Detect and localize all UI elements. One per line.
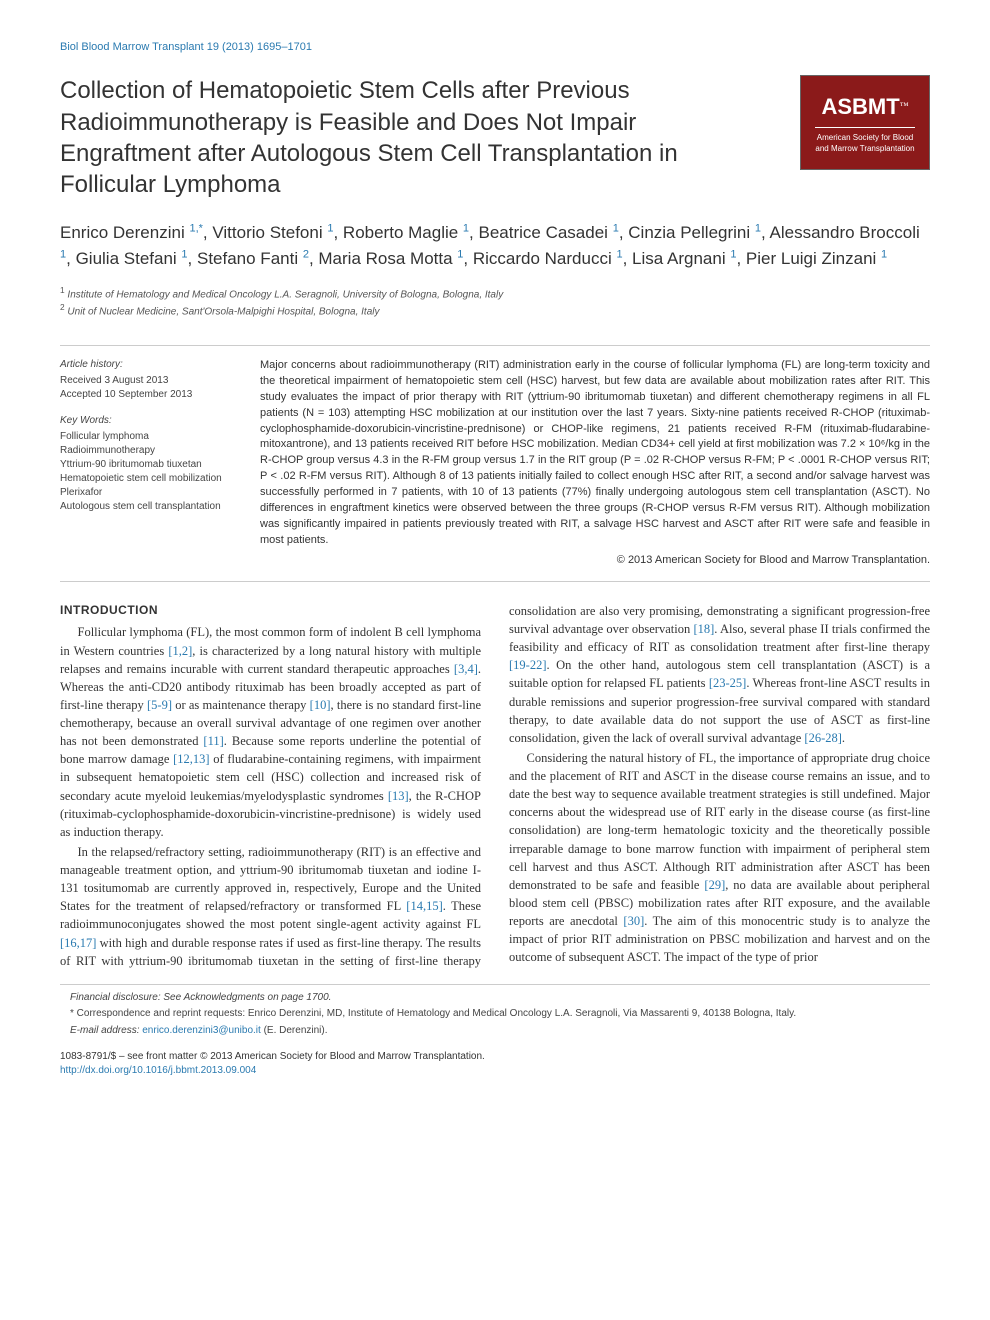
affiliation-2: 2 Unit of Nuclear Medicine, Sant'Orsola-…: [60, 302, 930, 319]
body-columns: INTRODUCTION Follicular lymphoma (FL), t…: [60, 602, 930, 1040]
logo-subtext-1: American Society for Blood: [817, 132, 914, 143]
intro-heading: INTRODUCTION: [60, 602, 481, 619]
financial-disclosure: Financial disclosure: See Acknowledgment…: [60, 991, 930, 1006]
affiliations: 1 Institute of Hematology and Medical On…: [60, 285, 930, 320]
article-title: Collection of Hematopoietic Stem Cells a…: [60, 75, 750, 200]
email-line: E-mail address: enrico.derenzini3@unibo.…: [60, 1024, 930, 1039]
keyword-item: Autologous stem cell transplantation: [60, 500, 240, 514]
keyword-item: Plerixafor: [60, 486, 240, 500]
logo-main-text: ASBMT™: [821, 92, 908, 123]
accepted-date: Accepted 10 September 2013: [60, 388, 240, 402]
abstract-copyright: © 2013 American Society for Blood and Ma…: [260, 553, 930, 569]
front-matter: 1083-8791/$ – see front matter © 2013 Am…: [60, 1050, 930, 1064]
author-list: Enrico Derenzini 1,*, Vittorio Stefoni 1…: [60, 220, 930, 271]
email-link[interactable]: enrico.derenzini3@unibo.it: [142, 1025, 261, 1036]
intro-para-1: Follicular lymphoma (FL), the most commo…: [60, 623, 481, 841]
journal-header: Biol Blood Marrow Transplant 19 (2013) 1…: [60, 40, 930, 55]
keywords-block: Key Words: Follicular lymphoma Radioimmu…: [60, 414, 240, 514]
doi-link[interactable]: http://dx.doi.org/10.1016/j.bbmt.2013.09…: [60, 1064, 930, 1078]
title-block: Collection of Hematopoietic Stem Cells a…: [60, 75, 930, 200]
keyword-item: Follicular lymphoma: [60, 430, 240, 444]
abstract: Major concerns about radioimmunotherapy …: [260, 358, 930, 569]
logo-subtext-2: and Marrow Transplantation: [815, 143, 914, 154]
logo-acronym: ASBMT: [821, 94, 899, 119]
keyword-item: Radioimmunotherapy: [60, 444, 240, 458]
footnotes: Financial disclosure: See Acknowledgment…: [60, 984, 930, 1041]
article-history-block: Article history: Received 3 August 2013 …: [60, 358, 240, 402]
keyword-item: Hematopoietic stem cell mobilization: [60, 472, 240, 486]
logo-tm: ™: [900, 100, 909, 110]
intro-para-3: Considering the natural history of FL, t…: [509, 749, 930, 967]
abstract-text: Major concerns about radioimmunotherapy …: [260, 359, 930, 546]
keyword-item: Yttrium-90 ibritumomab tiuxetan: [60, 458, 240, 472]
asbmt-logo: ASBMT™ American Society for Blood and Ma…: [800, 75, 930, 170]
article-history-heading: Article history:: [60, 358, 240, 372]
received-date: Received 3 August 2013: [60, 374, 240, 388]
footer: 1083-8791/$ – see front matter © 2013 Am…: [60, 1050, 930, 1078]
keywords-heading: Key Words:: [60, 414, 240, 428]
meta-abstract-row: Article history: Received 3 August 2013 …: [60, 345, 930, 582]
meta-sidebar: Article history: Received 3 August 2013 …: [60, 358, 240, 569]
correspondence: * Correspondence and reprint requests: E…: [60, 1007, 930, 1022]
affiliation-1: 1 Institute of Hematology and Medical On…: [60, 285, 930, 302]
logo-divider: [815, 127, 915, 128]
